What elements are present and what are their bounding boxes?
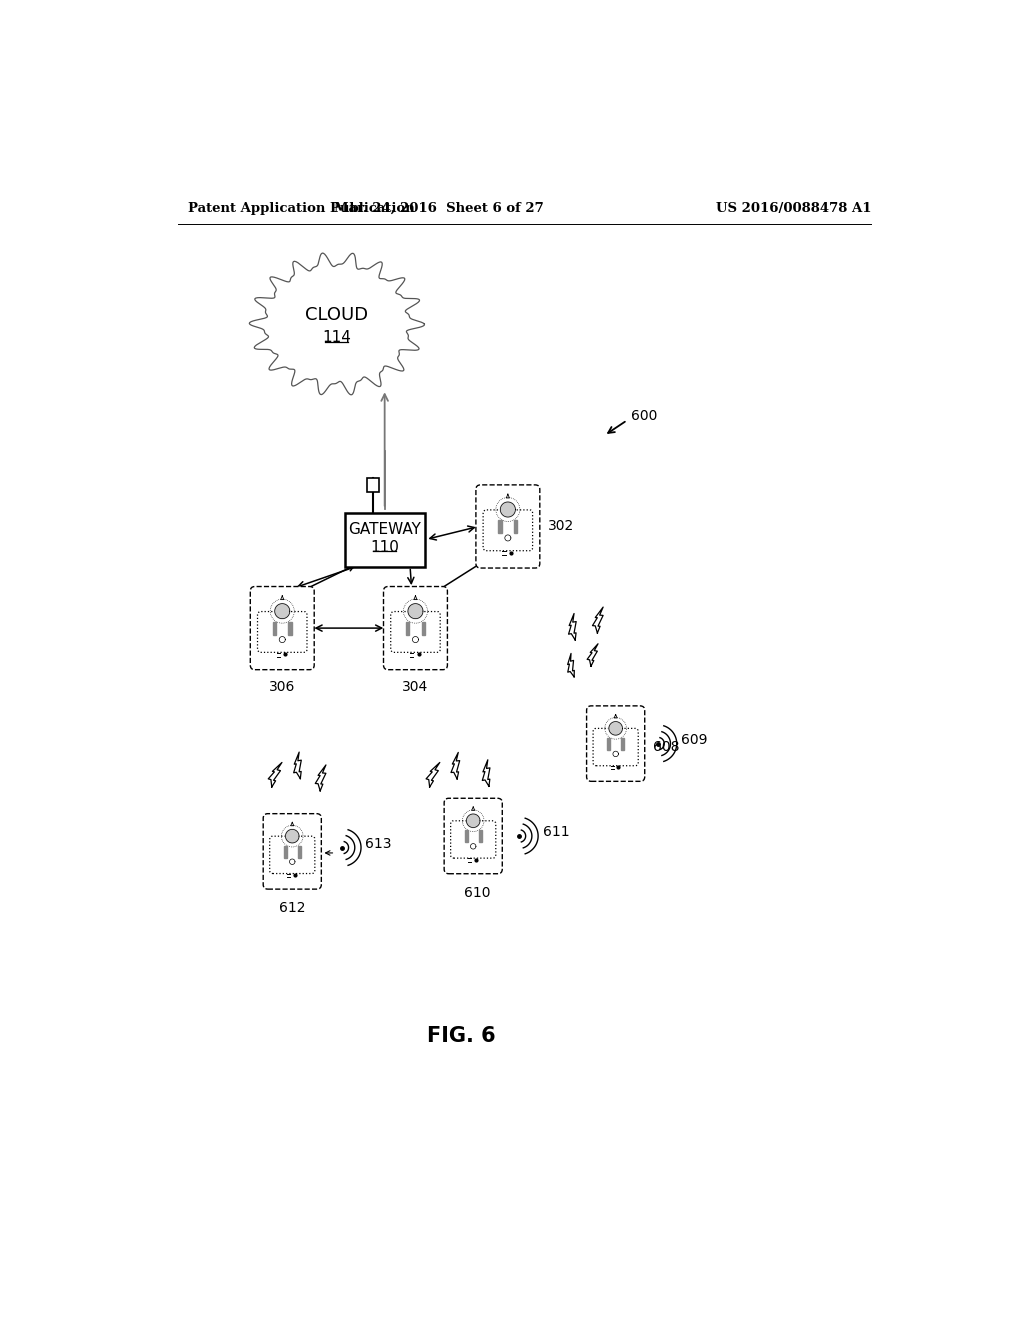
Text: FIG. 6: FIG. 6	[427, 1026, 496, 1047]
FancyBboxPatch shape	[384, 586, 447, 669]
Bar	[465, 830, 468, 842]
Polygon shape	[294, 752, 301, 779]
Text: US 2016/0088478 A1: US 2016/0088478 A1	[716, 202, 871, 215]
FancyBboxPatch shape	[269, 836, 314, 874]
Bar	[514, 520, 517, 533]
Text: GATEWAY: GATEWAY	[348, 521, 421, 537]
Bar	[272, 622, 276, 635]
FancyBboxPatch shape	[391, 611, 440, 652]
Bar	[298, 846, 301, 858]
Polygon shape	[249, 253, 425, 395]
Polygon shape	[451, 752, 460, 779]
FancyBboxPatch shape	[587, 706, 645, 781]
Text: Mar. 24, 2016  Sheet 6 of 27: Mar. 24, 2016 Sheet 6 of 27	[334, 202, 544, 215]
Polygon shape	[609, 722, 623, 735]
Text: 304: 304	[402, 681, 429, 694]
FancyBboxPatch shape	[257, 611, 307, 652]
Polygon shape	[501, 502, 515, 517]
FancyBboxPatch shape	[263, 813, 322, 890]
FancyBboxPatch shape	[483, 510, 532, 550]
Polygon shape	[482, 760, 489, 787]
Bar	[289, 622, 292, 635]
Text: 600: 600	[631, 409, 657, 424]
Text: 306: 306	[269, 681, 296, 694]
Bar	[345, 512, 425, 566]
FancyBboxPatch shape	[476, 484, 540, 568]
Bar	[422, 622, 425, 635]
Bar	[478, 830, 481, 842]
Polygon shape	[315, 764, 326, 791]
FancyBboxPatch shape	[593, 729, 638, 766]
Polygon shape	[426, 763, 439, 787]
Polygon shape	[567, 653, 574, 677]
Bar	[607, 738, 610, 750]
Text: 613: 613	[366, 837, 392, 850]
Polygon shape	[274, 603, 290, 619]
Bar	[622, 738, 625, 750]
Text: 110: 110	[371, 540, 399, 554]
Text: 610: 610	[464, 886, 490, 900]
Text: CLOUD: CLOUD	[305, 306, 369, 323]
Text: 612: 612	[279, 902, 305, 916]
Polygon shape	[568, 614, 577, 640]
Polygon shape	[593, 607, 603, 634]
Bar	[367, 478, 379, 492]
Polygon shape	[286, 829, 299, 843]
FancyBboxPatch shape	[451, 821, 496, 858]
Text: 302: 302	[548, 520, 574, 533]
Bar	[284, 846, 287, 858]
Text: 609: 609	[681, 733, 708, 747]
Bar	[406, 622, 410, 635]
FancyBboxPatch shape	[250, 586, 314, 669]
Polygon shape	[587, 644, 598, 667]
Polygon shape	[268, 763, 282, 787]
Text: 608: 608	[652, 741, 679, 755]
Text: 114: 114	[323, 330, 351, 346]
Text: 611: 611	[543, 825, 569, 840]
Bar	[499, 520, 502, 533]
FancyBboxPatch shape	[444, 799, 503, 874]
Polygon shape	[408, 603, 423, 619]
Text: Patent Application Publication: Patent Application Publication	[188, 202, 415, 215]
Polygon shape	[467, 814, 480, 828]
